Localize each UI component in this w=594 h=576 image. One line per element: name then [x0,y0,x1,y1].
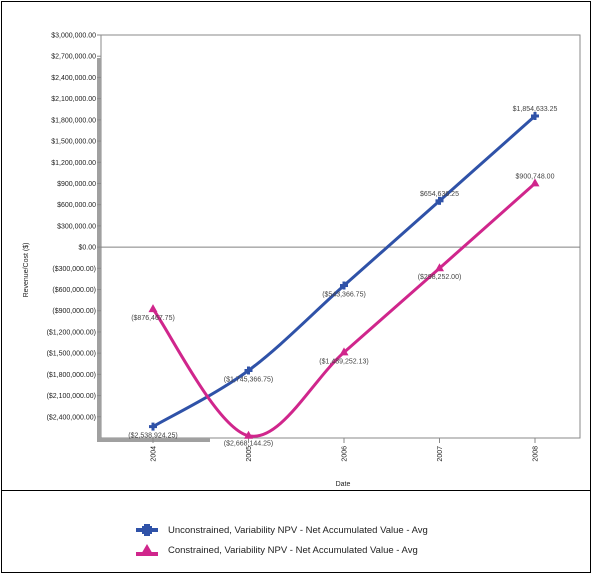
x-tick-label: 2007 [437,446,444,462]
y-tick-label: $3,000,000.00 [51,33,96,40]
data-point-cross [244,366,253,375]
cross-v [151,422,155,431]
x-tick-label: 2006 [342,446,349,462]
plot-area [97,34,581,442]
y-tick-label: $900,000.00 [57,181,96,188]
y-axis-ticks: $3,000,000.00 $2,700,000.00 $2,400,000.00 $… [47,33,101,421]
y-tick-label: ($2,400,000.00) [47,414,96,421]
y-tick-label: $2,100,000.00 [51,96,96,103]
x-tick-label: 2005 [246,446,253,462]
plot-border [100,34,581,439]
cross-v [247,366,250,375]
data-point-cross [340,281,348,290]
legend: Unconstrained, Variability NPV - Net Acc… [136,520,556,560]
y-tick-label: $1,200,000.00 [51,160,96,167]
data-label: $1,854,633.25 [513,106,558,113]
data-labels: ($2,538,924.25) ($1,745,366.75) ($543,366.… [128,106,557,448]
legend-label-constrained: Constrained, Variability NPV - Net Accum… [168,544,418,556]
data-label: ($1,745,366.75) [224,377,273,384]
data-label: ($543,366.75) [322,292,366,299]
cross-v [533,111,537,120]
x-axis-ticks: 2004 2005 2006 2007 2008 [151,438,540,462]
y-tick-label: $1,500,000.00 [51,139,96,146]
triangle-marker-icon [136,544,158,556]
y-tick-label: $2,400,000.00 [51,75,96,82]
series-markers [148,111,540,439]
cross-marker-icon [136,524,158,536]
y-tick-label: $2,700,000.00 [51,54,96,61]
y-tick-label: ($1,500,000.00) [47,351,96,358]
cross-v [438,196,441,205]
data-label: ($876,467.75) [131,315,175,322]
y-axis-title: Revenue/Cost ($) [23,243,30,298]
legend-divider [1,490,591,491]
data-label: ($298,252.00) [418,274,462,281]
y-axis-wall [97,58,101,438]
data-point-triangle [435,263,444,272]
data-point-cross [531,111,539,120]
legend-item-unconstrained: Unconstrained, Variability NPV - Net Acc… [136,520,556,540]
data-point-triangle [530,178,540,187]
data-label: ($2,668,144.25) [224,441,273,448]
data-point-triangle [244,430,253,439]
data-point-triangle [339,347,349,356]
y-tick-label: ($2,100,000.00) [47,393,96,400]
data-point-cross [149,422,157,431]
x-tick-label: 2008 [533,446,540,462]
data-label: $900,748.00 [516,173,555,180]
legend-label-unconstrained: Unconstrained, Variability NPV - Net Acc… [168,524,428,536]
cross-v [342,281,346,290]
y-tick-label: ($300,000.00) [52,266,96,273]
x-tick-label: 2004 [151,446,158,462]
legend-item-constrained: Constrained, Variability NPV - Net Accum… [136,540,556,560]
y-tick-label: $600,000.00 [57,202,96,209]
y-tick-label: ($1,200,000.00) [47,329,96,336]
data-label: $654,636.25 [420,191,459,198]
data-label: ($1,489,252.13) [319,358,368,365]
x-axis-title: Date [336,481,351,488]
data-point-triangle [148,304,158,313]
y-tick-label: ($600,000.00) [52,287,96,294]
y-tick-label: ($1,800,000.00) [47,372,96,379]
data-point-cross [435,196,444,205]
y-tick-label: ($900,000.00) [52,308,96,315]
y-tick-label: $1,800,000.00 [51,117,96,124]
y-tick-label: $0.00 [78,245,96,252]
data-label: ($2,538,924.25) [128,433,177,440]
y-tick-label: $300,000.00 [57,223,96,230]
line-chart: $3,000,000.00 $2,700,000.00 $2,400,000.00 $… [23,33,581,488]
